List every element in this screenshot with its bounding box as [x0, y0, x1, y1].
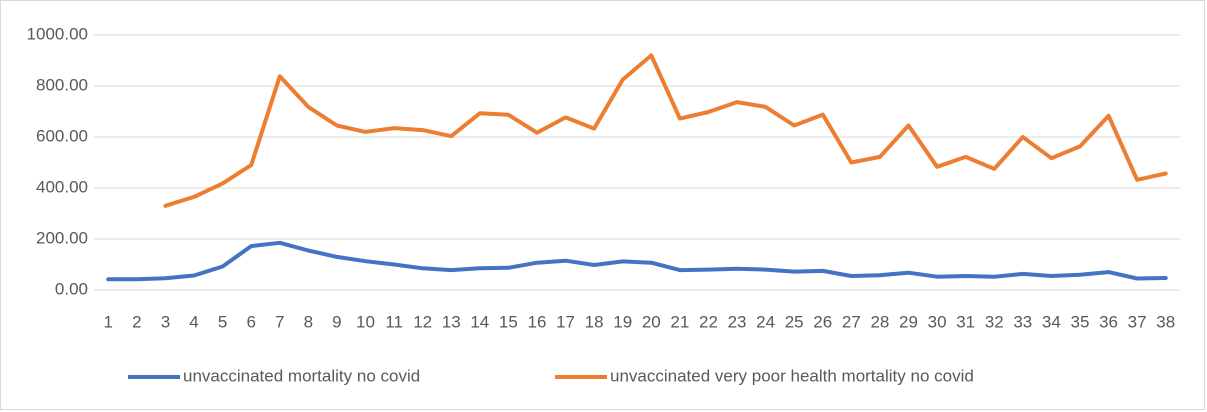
- x-tick-label: 18: [585, 312, 604, 331]
- y-tick-label: 200.00: [36, 228, 88, 247]
- x-tick-label: 3: [161, 312, 170, 331]
- x-tick-label: 10: [356, 312, 375, 331]
- y-tick-label: 600.00: [36, 126, 88, 145]
- x-tick-label: 29: [899, 312, 918, 331]
- x-tick-label: 13: [442, 312, 461, 331]
- x-tick-label: 14: [470, 312, 489, 331]
- x-tick-label: 11: [385, 312, 403, 331]
- y-tick-label: 1000.00: [27, 24, 88, 43]
- x-tick-label: 16: [528, 312, 547, 331]
- x-tick-label: 21: [670, 312, 689, 331]
- x-tick-label: 35: [1071, 312, 1090, 331]
- x-tick-label: 5: [218, 312, 227, 331]
- y-tick-label: 0.00: [55, 279, 88, 298]
- x-tick-label: 30: [928, 312, 947, 331]
- x-tick-label: 4: [189, 312, 198, 331]
- x-tick-label: 32: [985, 312, 1004, 331]
- x-tick-label: 24: [756, 312, 775, 331]
- y-tick-label: 800.00: [36, 75, 88, 94]
- x-tick-label: 26: [813, 312, 832, 331]
- y-tick-label: 400.00: [36, 177, 88, 196]
- series-line: [106, 240, 1168, 282]
- x-tick-label: 22: [699, 312, 718, 331]
- x-tick-label: 38: [1156, 312, 1175, 331]
- x-tick-label: 20: [642, 312, 661, 331]
- x-tick-label: 6: [246, 312, 255, 331]
- x-tick-label: 7: [275, 312, 284, 331]
- x-tick-label: 33: [1013, 312, 1032, 331]
- series-line: [163, 53, 1168, 208]
- x-tick-label: 17: [556, 312, 575, 331]
- x-tick-label: 34: [1042, 312, 1061, 331]
- x-tick-label: 8: [304, 312, 313, 331]
- x-tick-label: 1: [104, 312, 113, 331]
- x-tick-label: 12: [413, 312, 432, 331]
- x-tick-label: 28: [870, 312, 889, 331]
- x-tick-label: 2: [132, 312, 141, 331]
- x-tick-label: 9: [332, 312, 341, 331]
- x-tick-label: 36: [1099, 312, 1118, 331]
- legend-label: unvaccinated mortality no covid: [183, 366, 420, 385]
- x-tick-label: 19: [613, 312, 632, 331]
- legend-label: unvaccinated very poor health mortality …: [610, 366, 974, 385]
- x-tick-label: 27: [842, 312, 861, 331]
- x-tick-label: 23: [728, 312, 747, 331]
- x-tick-label: 31: [956, 312, 975, 331]
- x-tick-label: 15: [499, 312, 518, 331]
- x-tick-label: 25: [785, 312, 804, 331]
- x-tick-label: 37: [1128, 312, 1147, 331]
